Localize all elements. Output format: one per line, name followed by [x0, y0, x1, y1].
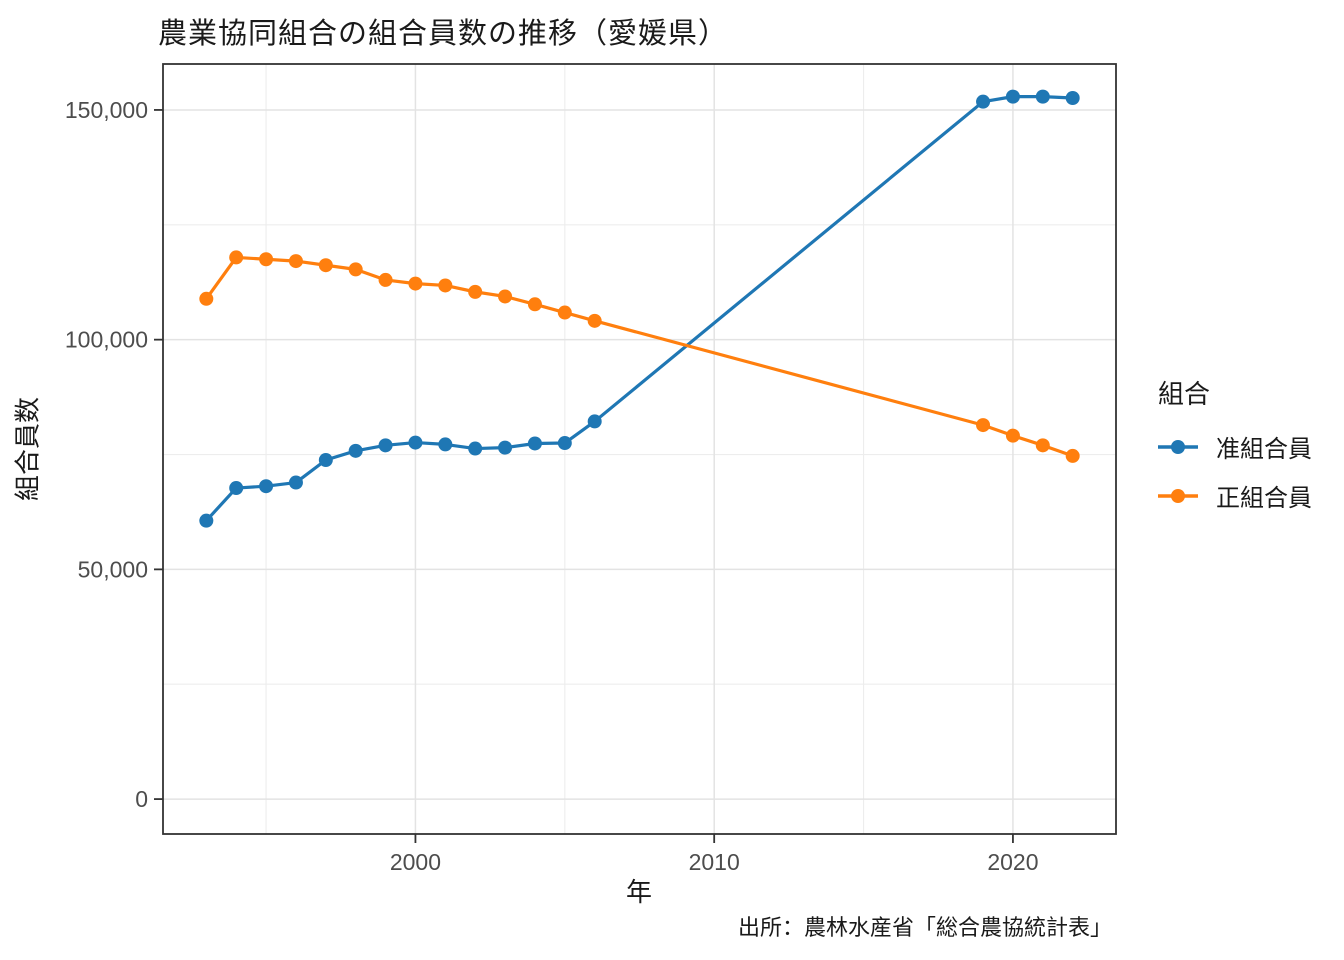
- data-point: [527, 297, 542, 312]
- x-tick-label: 2010: [689, 849, 740, 875]
- x-axis-title: 年: [625, 877, 653, 907]
- y-axis-title: 組合員数: [12, 396, 43, 502]
- data-point: [288, 475, 303, 490]
- series-line-0: [204, 95, 1075, 523]
- data-point: [1005, 89, 1020, 104]
- data-point: [587, 414, 602, 429]
- data-point: [468, 441, 483, 456]
- legend: 組合 准組合員正組合員: [1158, 374, 1312, 513]
- data-point: [229, 481, 244, 496]
- legend-key-icon: [1158, 488, 1198, 503]
- x-tick-label: 2000: [390, 849, 441, 875]
- legend-items: 准組合員 正組合員: [1158, 429, 1312, 513]
- legend-title: 組合: [1158, 379, 1211, 409]
- data-point: [318, 453, 333, 468]
- data-point: [527, 436, 542, 451]
- data-point: [378, 438, 393, 453]
- data-point: [348, 443, 363, 458]
- data-point: [438, 278, 453, 293]
- data-point: [587, 313, 602, 328]
- data-point: [408, 276, 423, 291]
- data-point: [438, 437, 453, 452]
- data-point: [1035, 438, 1050, 453]
- data-point: [288, 254, 303, 269]
- data-point: [259, 252, 274, 267]
- y-tick-label: 0: [135, 786, 148, 812]
- data-point: [1065, 448, 1080, 463]
- data-point: [498, 440, 513, 455]
- data-point: [199, 513, 214, 528]
- data-point: [348, 262, 363, 277]
- data-point: [1065, 90, 1080, 105]
- y-tick-label: 150,000: [65, 97, 148, 123]
- legend-key-icon: [1158, 439, 1198, 454]
- data-point: [408, 435, 423, 450]
- x-tick-label: 2020: [987, 849, 1038, 875]
- data-point: [318, 258, 333, 273]
- data-point: [229, 250, 244, 265]
- data-point: [976, 418, 991, 433]
- data-point: [468, 284, 483, 299]
- chart-title: 農業協同組合の組合員数の推移（愛媛県）: [158, 18, 729, 50]
- data-point: [498, 289, 513, 304]
- data-point: [976, 94, 991, 109]
- legend-item-label: 正組合員: [1216, 485, 1312, 512]
- data-point: [557, 436, 572, 451]
- data-point: [557, 305, 572, 320]
- data-point: [378, 272, 393, 287]
- data-point: [1005, 428, 1020, 443]
- y-tick-label: 100,000: [65, 327, 148, 353]
- series-line-1: [204, 255, 1075, 458]
- data-point: [199, 291, 214, 306]
- panel-border: [162, 63, 1117, 835]
- y-tick-label: 50,000: [78, 556, 148, 582]
- source-note: 出所：農林水産省「総合農協統計表」: [737, 915, 1112, 940]
- legend-item-label: 准組合員: [1216, 436, 1312, 463]
- data-point: [1035, 89, 1050, 104]
- legend-item: 准組合員: [1158, 429, 1312, 464]
- legend-item: 正組合員: [1158, 478, 1312, 513]
- data-point: [259, 479, 274, 494]
